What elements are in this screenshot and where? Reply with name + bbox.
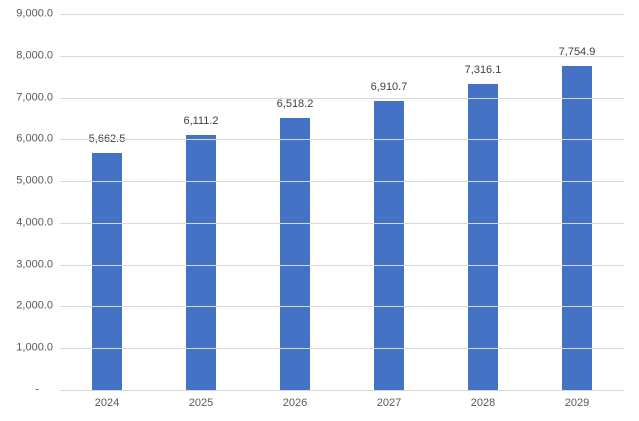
gridline [60,55,624,57]
bar-group: 5,662.5 [60,14,154,390]
gridline [60,222,624,224]
data-label: 7,316.1 [464,64,502,77]
x-tick-label: 2029 [564,397,590,409]
bar [374,101,404,390]
bar-group: 6,111.2 [154,14,248,390]
y-tick-label: - [35,383,39,396]
plot-area: 5,662.5 6,111.2 6,518.2 6,910.7 7,316.1 7,754… [60,14,624,391]
x-tick-label: 2028 [470,397,496,409]
gridline [60,306,624,308]
y-tick-label: 8,000.0 [16,49,53,62]
bar [280,117,310,390]
gridline [60,139,624,141]
data-label: 6,518.2 [276,97,314,110]
bar [468,84,498,390]
y-tick-label: 2,000.0 [16,299,53,312]
x-axis: 2024 2025 2026 2027 2028 2029 [60,397,624,410]
gridline [60,181,624,183]
bar-group: 7,754.9 [530,14,624,390]
y-tick-label: 4,000.0 [16,216,53,229]
y-tick-label: 9,000.0 [16,7,53,20]
gridline [60,264,624,266]
gridline [60,14,624,15]
y-tick-label: 6,000.0 [16,132,53,145]
x-tick-label: 2025 [188,397,214,409]
gridline [60,97,624,99]
bar-group: 7,316.1 [436,14,530,390]
x-tick-label: 2024 [94,397,120,409]
y-tick-label: 3,000.0 [16,258,53,271]
bar-group: 6,518.2 [248,14,342,390]
y-axis: - 1,000.0 2,000.0 3,000.0 4,000.0 5,000.0 6,00… [0,8,53,395]
bar [186,134,216,390]
data-label: 7,754.9 [558,46,596,58]
y-tick-label: 7,000.0 [16,91,53,104]
bar [562,66,592,390]
bar [92,153,122,390]
y-tick-label: 5,000.0 [16,174,53,187]
data-label: 6,111.2 [183,114,219,127]
x-tick-label: 2027 [376,397,402,409]
gridline [60,348,624,350]
data-label: 6,910.7 [370,81,408,94]
bar-group: 6,910.7 [342,14,436,390]
bar-groups: 5,662.5 6,111.2 6,518.2 6,910.7 7,316.1 7,754… [60,14,624,390]
x-tick-label: 2026 [282,397,308,409]
y-tick-label: 1,000.0 [16,341,53,354]
